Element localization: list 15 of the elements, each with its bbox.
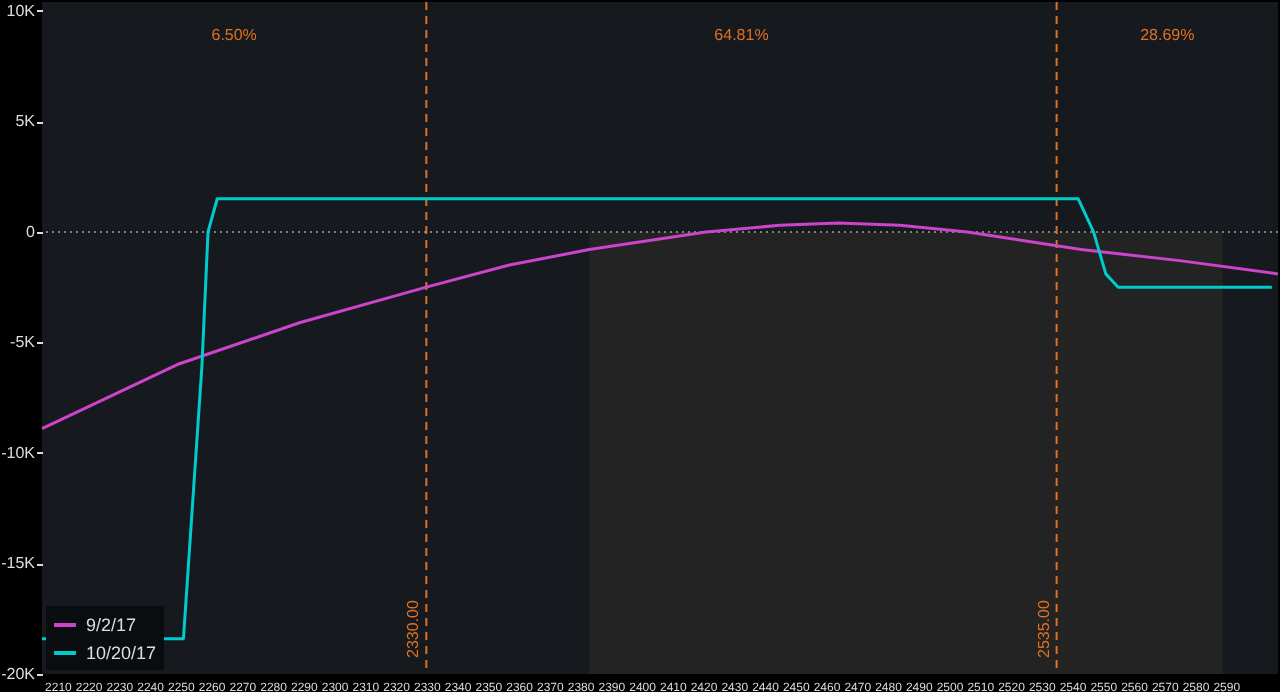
annotation: 64.81% <box>714 26 769 44</box>
line-series <box>40 221 1280 431</box>
annotation: 28.69% <box>1140 26 1195 44</box>
legend-label: 9/2/17 <box>86 615 137 635</box>
y-tick-label: -20K <box>1 665 37 683</box>
ref-line-label: 2535.00 <box>1034 599 1053 658</box>
annotation: 6.50% <box>211 26 257 44</box>
y-tick-label: 0 <box>26 222 37 241</box>
legend-label: 10/20/17 <box>86 643 157 663</box>
y-tick-label: 10K <box>6 1 37 20</box>
y-tick-label: -10K <box>1 443 37 462</box>
y-tick-label: -15K <box>1 554 37 573</box>
y-tick-label: 5K <box>15 112 37 131</box>
ref-line-label: 2330.00 <box>404 599 423 658</box>
y-tick-label: -5K <box>10 333 37 352</box>
